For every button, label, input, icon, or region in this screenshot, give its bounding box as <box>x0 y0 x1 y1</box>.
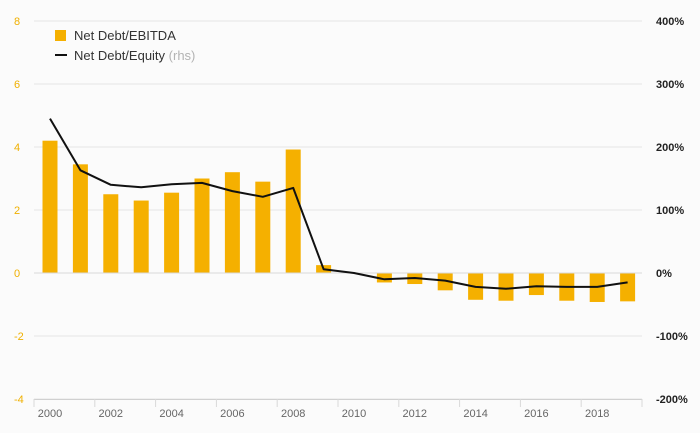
bar-net-debt-ebitda <box>255 181 271 273</box>
bar-net-debt-ebitda <box>528 273 544 296</box>
y-right-tick-label: 100% <box>656 205 684 217</box>
bar-net-debt-ebitda <box>133 200 149 273</box>
y-left-tick-label: 8 <box>14 16 20 28</box>
bar-net-debt-ebitda <box>498 273 514 301</box>
y-left-tick-label: 6 <box>14 79 20 91</box>
y-right-tick-label: 200% <box>656 142 684 154</box>
y-right-tick-label: 0% <box>656 268 672 280</box>
line-net-debt-equity <box>49 118 628 290</box>
y-right-tick-label: -200% <box>656 394 688 406</box>
bar-net-debt-ebitda <box>72 164 88 273</box>
bar-net-debt-ebitda <box>285 149 301 273</box>
bar-net-debt-ebitda <box>103 194 119 273</box>
y-left-tick-label: 2 <box>14 205 20 217</box>
bar-net-debt-ebitda <box>437 273 453 291</box>
x-tick-label: 2010 <box>342 408 366 420</box>
bar-net-debt-ebitda <box>164 192 180 273</box>
y-left-tick-label: 4 <box>14 142 20 154</box>
legend: Net Debt/EBITDA Net Debt/Equity (rhs) <box>55 28 195 63</box>
x-tick-label: 2008 <box>281 408 305 420</box>
x-tick-label: 2016 <box>524 408 548 420</box>
x-tick-label: 2002 <box>99 408 123 420</box>
legend-swatch-bar <box>55 30 66 41</box>
y-left-tick-label: -4 <box>14 394 24 406</box>
bar-net-debt-ebitda <box>42 140 58 273</box>
y-left-tick-label: -2 <box>14 331 24 343</box>
x-tick-label: 2000 <box>38 408 62 420</box>
y-right-tick-label: 400% <box>656 16 684 28</box>
y-right-tick-label: 300% <box>656 79 684 91</box>
x-tick-label: 2006 <box>220 408 244 420</box>
x-tick-label: 2014 <box>463 408 487 420</box>
y-right-tick-label: -100% <box>656 331 688 343</box>
x-tick-label: 2012 <box>403 408 427 420</box>
x-tick-label: 2018 <box>585 408 609 420</box>
bar-net-debt-ebitda <box>376 273 392 283</box>
x-tick-label: 2004 <box>159 408 183 420</box>
legend-label-equity: Net Debt/Equity (rhs) <box>74 48 195 63</box>
y-left-tick-label: 0 <box>14 268 20 280</box>
legend-label-rhs: (rhs) <box>169 48 196 63</box>
bar-net-debt-ebitda <box>620 273 636 302</box>
bar-net-debt-ebitda <box>224 172 240 273</box>
bar-net-debt-ebitda <box>194 178 210 273</box>
legend-label-ebitda: Net Debt/EBITDA <box>74 28 176 43</box>
